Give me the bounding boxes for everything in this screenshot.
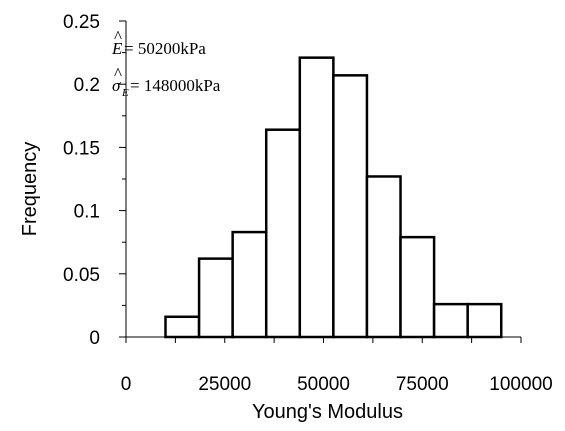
histogram-bar-1 [164, 315, 201, 339]
annotation-symbol: σ [112, 76, 121, 95]
y-tick-label: 0.1 [74, 202, 100, 223]
histogram-bar-6 [332, 74, 369, 339]
y-tick-label: 0.2 [74, 75, 100, 96]
histogram-bar-7 [365, 175, 402, 339]
y-tick-label: 0.15 [63, 138, 100, 159]
histogram-bar-2 [197, 257, 234, 339]
histogram-bar-5 [298, 56, 335, 339]
x-axis-title: Young's Modulus [252, 401, 403, 423]
annotation-1: E^ = 50200kPa [111, 27, 206, 58]
hat-accent: ^ [114, 64, 122, 83]
x-tick-label: 100000 [489, 374, 552, 395]
x-tick-label: 50000 [297, 374, 350, 395]
histogram-bar-9 [432, 302, 469, 339]
histogram-bar-4 [264, 128, 302, 339]
y-ticks-group: 0 0.05 0.1 0.15 0.2 0.25 [63, 12, 126, 349]
y-tick-label: 0 [89, 328, 100, 349]
y-tick-label: 0.25 [63, 12, 100, 33]
x-tick-label: 25000 [198, 374, 251, 395]
annotation-value: = 50200kPa [124, 39, 206, 58]
x-tick-label: 0 [121, 374, 132, 395]
annotation-value: = 148000kPa [130, 76, 221, 95]
bars-group [164, 56, 503, 339]
annotation-2: σ^ E = 148000kPa [112, 64, 221, 99]
y-axis-title: Frequency [19, 142, 41, 237]
hat-accent: ^ [114, 27, 122, 46]
histogram-bar-3 [231, 230, 268, 339]
histogram-bar-8 [399, 235, 436, 339]
histogram-bar-10 [466, 302, 503, 339]
y-tick-label: 0.05 [63, 265, 100, 286]
x-tick-label: 75000 [396, 374, 449, 395]
x-ticks-group: 0 25000 50000 75000 100000 [121, 337, 553, 395]
annotation-subscript: E [121, 87, 129, 99]
annotation-symbol: E [111, 39, 123, 58]
